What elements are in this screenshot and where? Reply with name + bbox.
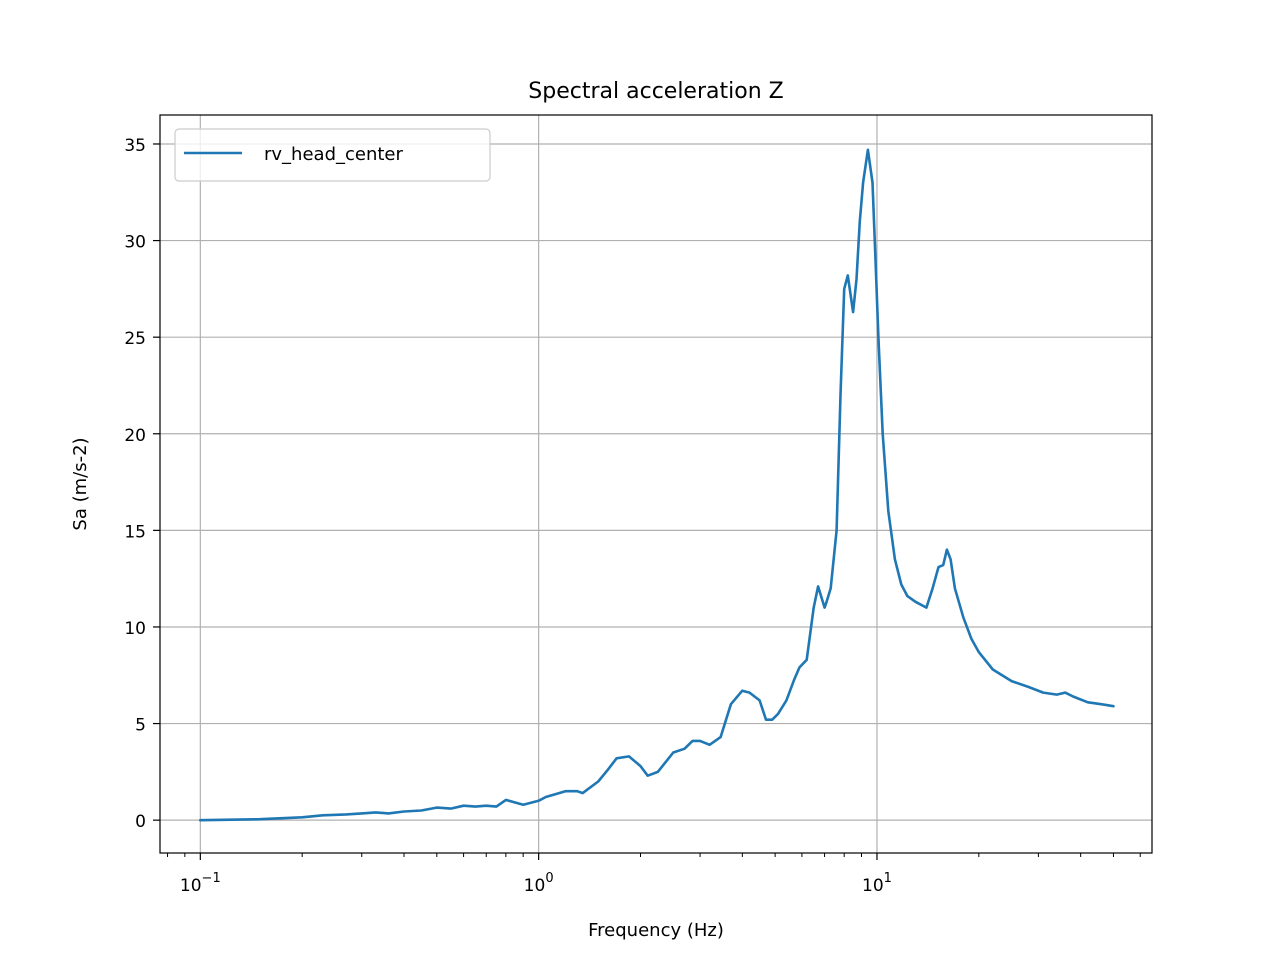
legend-box xyxy=(174,128,491,182)
series-line-rv-head-center xyxy=(199,148,1115,822)
x-tick-exponent: 1 xyxy=(884,871,892,886)
x-tick-base: 10 xyxy=(180,876,202,896)
y-tick-label: 35 xyxy=(124,136,146,156)
y-tick-label: 0 xyxy=(135,812,146,832)
x-tick-label: 10−1 xyxy=(180,871,221,896)
x-tick-label: 100 xyxy=(524,871,554,896)
y-tick-label: 5 xyxy=(135,716,146,736)
x-tick-base: 10 xyxy=(524,876,546,896)
y-tick-label: 15 xyxy=(124,522,146,542)
x-axis-label: Frequency (Hz) xyxy=(588,920,724,941)
legend-label: rv_head_center xyxy=(264,144,404,165)
axes-frame xyxy=(159,114,1153,854)
y-tick-label: 25 xyxy=(124,329,146,349)
x-tick-exponent: 0 xyxy=(545,871,553,886)
plot-area xyxy=(199,148,1115,822)
y-axis-label: Sa (m/s-2) xyxy=(70,437,91,530)
legend: rv_head_center xyxy=(174,128,491,182)
x-tick-exponent: −1 xyxy=(202,871,221,886)
y-tick-label: 20 xyxy=(124,426,146,446)
chart-title: Spectral acceleration Z xyxy=(528,79,783,104)
y-tick-label: 10 xyxy=(124,619,146,639)
y-tick-label: 30 xyxy=(124,233,146,253)
x-tick-label: 101 xyxy=(862,871,892,896)
x-tick-base: 10 xyxy=(862,876,884,896)
